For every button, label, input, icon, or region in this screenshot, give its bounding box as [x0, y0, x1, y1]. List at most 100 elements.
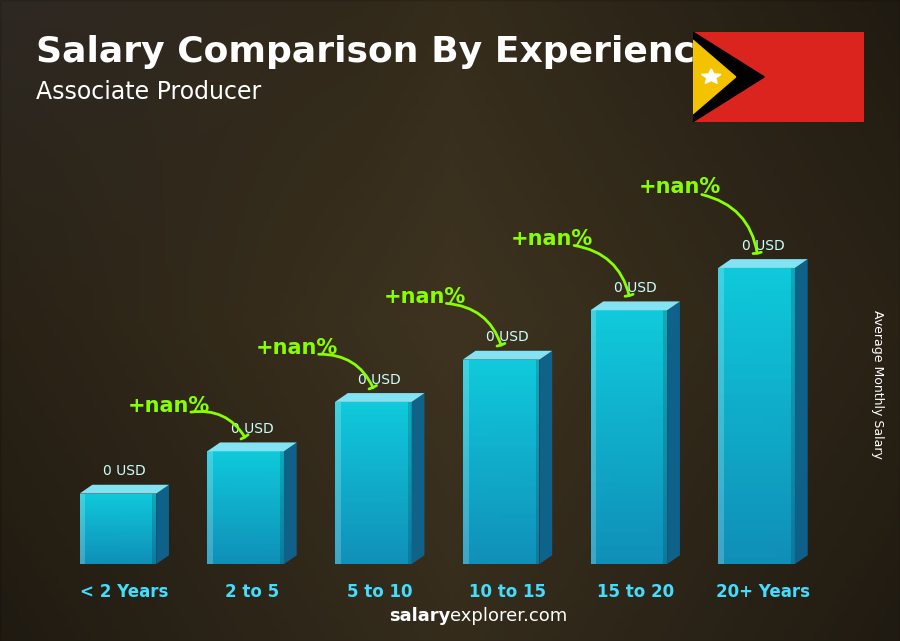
Polygon shape — [463, 472, 539, 477]
Polygon shape — [463, 365, 539, 370]
Polygon shape — [590, 412, 667, 418]
Polygon shape — [590, 387, 667, 393]
Text: +nan%: +nan% — [639, 178, 721, 197]
Polygon shape — [207, 550, 284, 553]
Polygon shape — [539, 351, 553, 564]
Polygon shape — [590, 558, 667, 564]
Polygon shape — [335, 524, 411, 528]
Text: 5 to 10: 5 to 10 — [347, 583, 412, 601]
Polygon shape — [590, 513, 667, 520]
Polygon shape — [590, 393, 667, 399]
Polygon shape — [718, 349, 795, 357]
Polygon shape — [718, 549, 795, 556]
Text: 0 USD: 0 USD — [103, 465, 146, 478]
Polygon shape — [718, 259, 807, 268]
Polygon shape — [463, 538, 539, 544]
Polygon shape — [463, 518, 539, 523]
Polygon shape — [207, 465, 284, 468]
Polygon shape — [79, 531, 157, 532]
Polygon shape — [463, 549, 539, 554]
Polygon shape — [795, 259, 807, 564]
Polygon shape — [79, 526, 157, 527]
Polygon shape — [590, 437, 667, 444]
Polygon shape — [718, 290, 795, 297]
Polygon shape — [718, 475, 795, 483]
Polygon shape — [463, 482, 539, 487]
Polygon shape — [463, 452, 539, 457]
Polygon shape — [207, 482, 284, 485]
Polygon shape — [463, 431, 539, 437]
Polygon shape — [463, 395, 539, 401]
Polygon shape — [463, 559, 539, 564]
Polygon shape — [207, 513, 284, 516]
Polygon shape — [791, 268, 795, 564]
Polygon shape — [335, 560, 411, 564]
Polygon shape — [590, 526, 667, 532]
Polygon shape — [207, 468, 284, 471]
Text: 20+ Years: 20+ Years — [716, 583, 810, 601]
Polygon shape — [463, 442, 539, 447]
Polygon shape — [79, 540, 157, 541]
Polygon shape — [590, 301, 680, 310]
Polygon shape — [335, 531, 411, 536]
Text: 2 to 5: 2 to 5 — [225, 583, 279, 601]
Polygon shape — [79, 548, 157, 550]
Polygon shape — [335, 447, 411, 451]
Polygon shape — [463, 497, 539, 503]
Polygon shape — [463, 437, 539, 442]
Polygon shape — [718, 379, 795, 387]
Polygon shape — [335, 418, 411, 422]
Polygon shape — [590, 488, 667, 494]
Polygon shape — [79, 560, 157, 562]
Polygon shape — [463, 533, 539, 538]
Polygon shape — [463, 544, 539, 549]
Polygon shape — [463, 487, 539, 492]
Polygon shape — [718, 401, 795, 408]
Polygon shape — [335, 422, 411, 426]
Polygon shape — [335, 435, 411, 438]
Polygon shape — [207, 553, 284, 556]
Polygon shape — [335, 512, 411, 515]
Polygon shape — [590, 481, 667, 488]
Polygon shape — [335, 406, 411, 410]
Polygon shape — [590, 329, 667, 336]
Polygon shape — [590, 310, 597, 564]
Polygon shape — [463, 513, 539, 518]
Polygon shape — [207, 508, 284, 510]
Polygon shape — [590, 374, 667, 380]
Polygon shape — [79, 545, 157, 546]
Polygon shape — [463, 385, 539, 390]
Polygon shape — [590, 348, 667, 354]
Polygon shape — [79, 499, 157, 501]
Polygon shape — [79, 541, 157, 543]
Polygon shape — [207, 544, 284, 547]
Polygon shape — [718, 556, 795, 564]
Polygon shape — [79, 501, 157, 503]
Polygon shape — [335, 483, 411, 487]
Polygon shape — [590, 431, 667, 437]
Polygon shape — [718, 372, 795, 379]
Polygon shape — [207, 457, 284, 460]
Text: 10 to 15: 10 to 15 — [469, 583, 546, 601]
Polygon shape — [590, 418, 667, 424]
Polygon shape — [335, 540, 411, 544]
Polygon shape — [590, 323, 667, 329]
Polygon shape — [335, 503, 411, 507]
Polygon shape — [590, 361, 667, 367]
Polygon shape — [718, 438, 795, 445]
Polygon shape — [463, 457, 539, 462]
Polygon shape — [335, 442, 411, 447]
Polygon shape — [152, 494, 157, 564]
Polygon shape — [463, 375, 539, 380]
Polygon shape — [463, 492, 539, 497]
Polygon shape — [207, 547, 284, 550]
Polygon shape — [408, 402, 411, 564]
Polygon shape — [718, 512, 795, 520]
Polygon shape — [590, 532, 667, 538]
Polygon shape — [718, 387, 795, 394]
Polygon shape — [79, 522, 157, 524]
Polygon shape — [207, 454, 284, 457]
Polygon shape — [79, 494, 86, 564]
Polygon shape — [207, 556, 284, 558]
Polygon shape — [590, 501, 667, 507]
